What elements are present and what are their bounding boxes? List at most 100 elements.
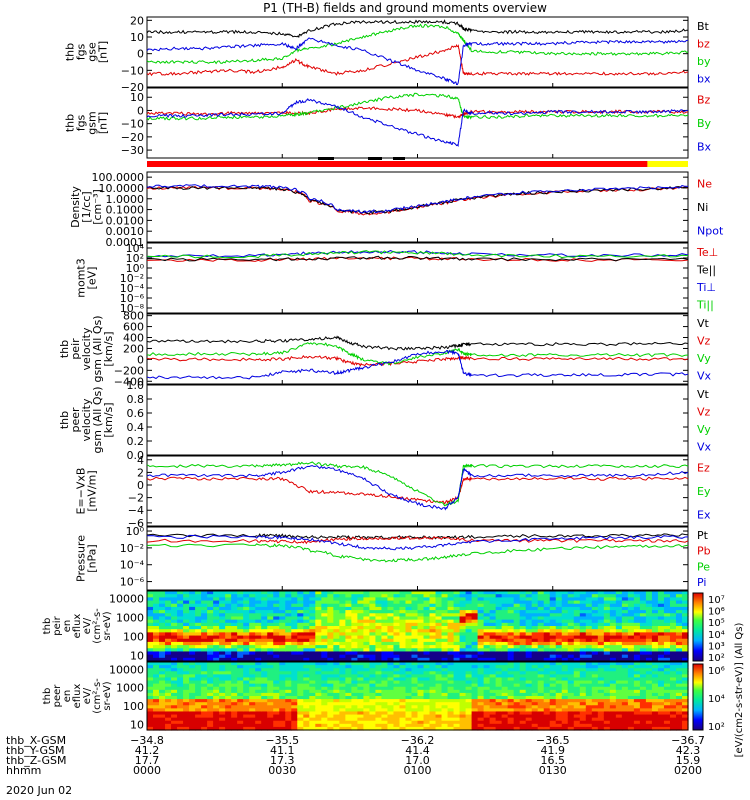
spectrogram-cell xyxy=(207,720,214,725)
spectrogram-cell xyxy=(375,632,383,637)
spectrogram-cell xyxy=(453,594,461,598)
spectrogram-cell xyxy=(249,665,256,669)
spectrogram-cell xyxy=(237,619,244,624)
spectrogram-cell xyxy=(375,708,383,713)
spectrogram-cell xyxy=(507,696,515,700)
spectrogram-cell xyxy=(531,629,539,633)
spectrogram-cell xyxy=(189,632,196,637)
spectrogram-cell xyxy=(231,714,238,719)
spectrogram-cell xyxy=(603,594,611,598)
spectrogram-cell xyxy=(543,597,551,602)
y-tick-label: −10 xyxy=(121,118,144,131)
spectrogram-cell xyxy=(147,641,154,646)
spectrogram-cell xyxy=(669,619,677,624)
spectrogram-cell xyxy=(603,702,611,706)
spectrogram-cell xyxy=(429,696,437,700)
spectrogram-cell xyxy=(519,632,527,637)
spectrogram-cell xyxy=(339,711,346,716)
spectrogram-cell xyxy=(453,616,461,621)
spectrogram-cell xyxy=(393,594,401,598)
spectrogram-cell xyxy=(591,714,599,719)
legend-Vz: Vz xyxy=(697,405,711,418)
spectrogram-cell xyxy=(243,723,250,728)
spectrogram-cell xyxy=(369,606,377,611)
spectrogram-cell xyxy=(219,696,226,700)
spectrogram-cell xyxy=(615,717,623,722)
spectrogram-cell xyxy=(273,674,280,679)
spectrogram-cell xyxy=(471,616,479,621)
spectrogram-cell xyxy=(387,610,395,614)
spectrogram-cell xyxy=(159,699,166,703)
spectrogram-cell xyxy=(501,677,509,682)
spectrogram-cell xyxy=(411,708,419,713)
spectrogram-cell xyxy=(351,662,358,666)
spectrogram-cell xyxy=(285,657,292,662)
spectrogram-cell xyxy=(483,677,491,682)
spectrogram-cell xyxy=(663,645,671,649)
spectrogram-cell xyxy=(471,708,479,713)
spectrogram-cell xyxy=(273,683,280,688)
spectrogram-cell xyxy=(633,613,641,618)
spectrogram-cell xyxy=(603,705,611,709)
spectrogram-cell xyxy=(489,683,497,688)
y-tick-label: 10 xyxy=(130,718,144,731)
spectrogram-cell xyxy=(675,648,683,653)
spectrogram-cell xyxy=(147,708,154,713)
spectrogram-cell xyxy=(411,723,419,728)
spectrogram-cell xyxy=(537,717,545,722)
spectrogram-cell xyxy=(291,662,298,666)
spectrogram-cell xyxy=(189,665,196,669)
spectrogram-cell xyxy=(609,686,617,691)
spectrogram-cell xyxy=(441,720,449,725)
spectrogram-cell xyxy=(585,654,593,659)
spectrogram-cell xyxy=(303,610,310,614)
spectrogram-cell xyxy=(645,597,653,602)
spectrogram-cell xyxy=(639,699,647,703)
spectrogram-cell xyxy=(393,626,401,630)
spectrogram-cell xyxy=(261,591,268,595)
spectrogram-cell xyxy=(309,600,316,605)
spectrogram-cell xyxy=(285,629,292,633)
spectrogram-cell xyxy=(543,711,551,716)
spectrogram-cell xyxy=(645,626,653,630)
spectrogram-cell xyxy=(351,622,358,627)
spectrogram-cell xyxy=(591,619,599,624)
spectrogram-cell xyxy=(267,717,274,722)
spectrogram-cell xyxy=(435,692,443,697)
spectrogram-cell xyxy=(423,677,431,682)
spectrogram-cell xyxy=(405,677,413,682)
spectrogram-cell xyxy=(279,603,286,608)
y-axis-label: Density[1/cc][cm⁻³] xyxy=(69,186,104,228)
spectrogram-cell xyxy=(249,683,256,688)
spectrogram-cell xyxy=(621,591,629,595)
spectrogram-cell xyxy=(381,622,389,627)
spectrogram-cell xyxy=(321,705,328,709)
spectrogram-cell xyxy=(459,613,467,618)
spectrogram-cell xyxy=(549,674,557,679)
spectrogram-cell xyxy=(213,662,220,666)
quality-flag-tick xyxy=(318,157,334,160)
spectrogram-cell xyxy=(657,717,665,722)
spectrogram-cell xyxy=(165,594,172,598)
spectrogram-cell xyxy=(369,629,377,633)
spectrogram-cell xyxy=(417,674,425,679)
spectrogram-cell xyxy=(669,648,677,653)
spectrogram-cell xyxy=(147,616,154,621)
spectrogram-cell xyxy=(669,708,677,713)
spectrogram-cell xyxy=(681,726,689,731)
spectrogram-cell xyxy=(243,600,250,605)
spectrogram-cell xyxy=(351,708,358,713)
spectrogram-cell xyxy=(333,616,340,621)
spectrogram-cell xyxy=(321,622,328,627)
spectrogram-cell xyxy=(507,686,515,691)
spectrogram-cell xyxy=(681,648,689,653)
y-tick-label: −400 xyxy=(114,375,144,388)
spectrogram-cell xyxy=(351,677,358,682)
spectrogram-cell xyxy=(423,717,431,722)
spectrogram-cell xyxy=(489,662,497,666)
spectrogram-cell xyxy=(621,626,629,630)
spectrogram-cell xyxy=(429,619,437,624)
spectrogram-cell xyxy=(525,603,533,608)
spectrogram-cell xyxy=(585,668,593,672)
spectrogram-cell xyxy=(201,711,208,716)
